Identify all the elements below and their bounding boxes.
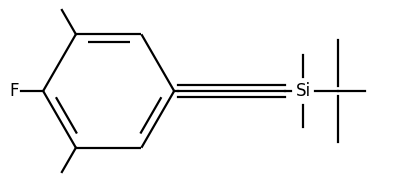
Text: Si: Si <box>295 82 310 100</box>
Text: F: F <box>9 82 19 100</box>
